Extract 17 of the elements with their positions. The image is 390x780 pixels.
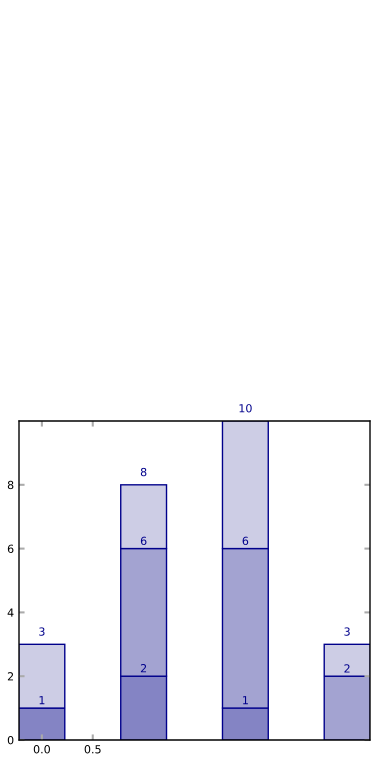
- annotation: 6: [242, 536, 248, 546]
- annotation: 6: [140, 536, 146, 546]
- y-tick-label: 2: [8, 672, 14, 680]
- data-label: 1: [40, 696, 44, 704]
- total-label: 8: [140, 468, 146, 476]
- total-label: 3: [344, 627, 350, 636]
- y-tick-label: 0: [8, 736, 14, 744]
- total-label: 10: [240, 404, 252, 412]
- x-tick-label: 0.0: [34, 745, 50, 754]
- data-label: 1: [243, 696, 248, 704]
- data-label: 2: [140, 664, 146, 672]
- total-label: 3: [39, 627, 45, 636]
- y-tick-label: 4: [8, 608, 14, 617]
- y-tick-label: 6: [8, 544, 14, 553]
- annotation: 2: [344, 664, 350, 672]
- y-tick-label: 8: [8, 480, 14, 490]
- x-tick-label: 0.5: [84, 745, 101, 754]
